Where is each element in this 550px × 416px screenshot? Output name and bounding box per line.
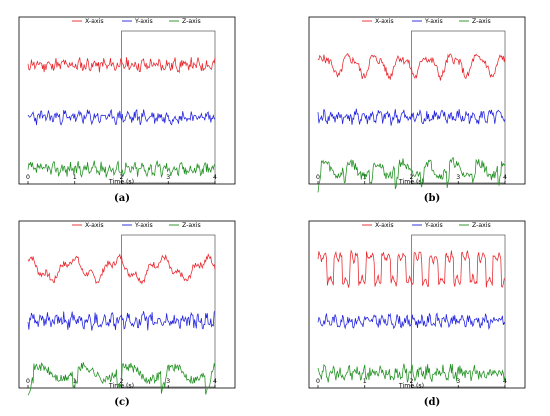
chart-panel-d: 0 1 2 3 4 Time (s) X-axis Y-axis Z-axis (297, 208, 537, 398)
x-tick-label: 4 (503, 174, 507, 181)
series-line-y-axis (317, 108, 506, 126)
legend-label: Z-axis (472, 222, 491, 229)
legend-label: X-axis (375, 222, 394, 229)
series-line-x-axis (27, 253, 216, 285)
series-line-y-axis (27, 310, 216, 331)
plot-frame (308, 220, 526, 389)
highlight-window (121, 234, 216, 388)
x-tick-label: 2 (410, 174, 414, 181)
x-tick-label: 3 (166, 174, 170, 181)
chart-d: 0 1 2 3 4 Time (s) X-axis Y-axis Z-axis (308, 220, 526, 390)
chart-panel-b: 0 1 2 3 4 Time (s) X-axis Y-axis Z-axis (297, 4, 537, 194)
series-line-x-axis (27, 57, 216, 74)
caption-b: (b) (423, 193, 441, 204)
legend-label: X-axis (85, 18, 104, 25)
x-tick-label: 2 (410, 378, 414, 385)
legend-label: X-axis (375, 18, 394, 25)
legend-label: Y-axis (424, 222, 443, 229)
series-line-z-axis (317, 363, 506, 383)
legend-label: Y-axis (134, 222, 153, 229)
series-line-x-axis (317, 249, 505, 288)
x-tick-label: 0 (26, 174, 30, 181)
highlight-window (411, 234, 506, 388)
series-line-y-axis (317, 312, 506, 331)
x-tick-label: 4 (213, 174, 217, 181)
series-line-z-axis (27, 160, 216, 179)
plot-frame (308, 16, 526, 185)
chart-a: 0 1 2 3 4 Time (s) X-axis Y-axis Z-axis (18, 16, 236, 186)
legend-label: Z-axis (182, 222, 201, 229)
x-tick-label: 3 (456, 378, 460, 385)
x-tick-label: 0 (26, 378, 30, 385)
legend-label: Z-axis (182, 18, 201, 25)
caption-a: (a) (114, 193, 130, 204)
x-axis-title: Time (s) (398, 179, 424, 186)
plot-frame (18, 16, 236, 185)
legend-label: Z-axis (472, 18, 491, 25)
highlight-window (121, 30, 216, 184)
legend-label: X-axis (85, 222, 104, 229)
x-tick-label: 1 (363, 378, 367, 385)
x-tick-label: 4 (503, 378, 507, 385)
series-line-y-axis (27, 108, 216, 126)
series-line-z-axis (317, 157, 506, 193)
legend-label: Y-axis (134, 18, 153, 25)
x-tick-label: 2 (120, 174, 124, 181)
plot-frame (18, 220, 236, 389)
series-line-z-axis (27, 362, 216, 396)
chart-panel-c: 0 1 2 3 4 Time (s) X-axis Y-axis Z-axis (7, 208, 247, 398)
x-tick-label: 1 (73, 174, 77, 181)
x-tick-label: 3 (166, 378, 170, 385)
series-line-x-axis (317, 52, 506, 81)
legend-label: Y-axis (424, 18, 443, 25)
x-tick-label: 0 (316, 174, 320, 181)
x-tick-label: 3 (456, 174, 460, 181)
x-axis-title: Time (s) (108, 179, 134, 186)
x-tick-label: 4 (213, 378, 217, 385)
x-tick-label: 0 (316, 378, 320, 385)
caption-d: (d) (423, 397, 441, 408)
x-axis-title: Time (s) (398, 383, 424, 390)
highlight-window (411, 30, 506, 184)
chart-panel-a: 0 1 2 3 4 Time (s) X-axis Y-axis Z-axis (7, 4, 247, 194)
caption-c: (c) (114, 397, 130, 408)
x-tick-label: 1 (73, 378, 77, 385)
